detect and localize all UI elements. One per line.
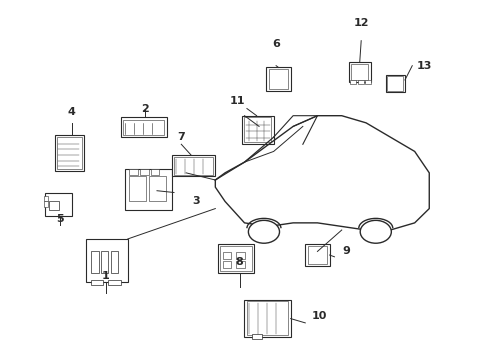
- FancyBboxPatch shape: [129, 169, 138, 175]
- FancyBboxPatch shape: [86, 239, 127, 282]
- FancyBboxPatch shape: [365, 80, 370, 84]
- FancyBboxPatch shape: [217, 244, 254, 273]
- FancyBboxPatch shape: [101, 251, 108, 273]
- FancyBboxPatch shape: [171, 155, 215, 176]
- Text: 7: 7: [177, 132, 185, 142]
- FancyBboxPatch shape: [120, 117, 166, 137]
- Text: 11: 11: [229, 96, 244, 107]
- FancyBboxPatch shape: [129, 176, 146, 202]
- FancyBboxPatch shape: [122, 120, 164, 135]
- FancyBboxPatch shape: [44, 196, 48, 202]
- FancyBboxPatch shape: [91, 280, 103, 285]
- FancyBboxPatch shape: [246, 301, 287, 336]
- FancyBboxPatch shape: [222, 252, 231, 258]
- FancyBboxPatch shape: [111, 251, 118, 273]
- Text: 6: 6: [272, 39, 280, 49]
- Text: 2: 2: [141, 104, 148, 113]
- FancyBboxPatch shape: [251, 334, 261, 339]
- FancyBboxPatch shape: [108, 280, 120, 285]
- FancyBboxPatch shape: [307, 246, 326, 264]
- FancyBboxPatch shape: [268, 69, 287, 89]
- FancyBboxPatch shape: [57, 137, 81, 169]
- FancyBboxPatch shape: [351, 64, 368, 80]
- FancyBboxPatch shape: [357, 80, 363, 84]
- FancyBboxPatch shape: [91, 251, 99, 273]
- FancyBboxPatch shape: [125, 169, 171, 210]
- Text: 3: 3: [192, 197, 199, 206]
- FancyBboxPatch shape: [174, 157, 212, 175]
- FancyBboxPatch shape: [385, 75, 404, 93]
- Text: 8: 8: [235, 257, 243, 267]
- FancyBboxPatch shape: [242, 116, 273, 144]
- FancyBboxPatch shape: [48, 202, 59, 210]
- FancyBboxPatch shape: [222, 261, 231, 267]
- Circle shape: [248, 220, 279, 243]
- FancyBboxPatch shape: [386, 76, 402, 91]
- FancyBboxPatch shape: [244, 117, 271, 143]
- Text: 9: 9: [342, 247, 350, 256]
- Text: 12: 12: [353, 18, 368, 28]
- Text: 13: 13: [416, 61, 431, 71]
- FancyBboxPatch shape: [55, 135, 84, 171]
- Text: 1: 1: [102, 271, 110, 282]
- Circle shape: [360, 220, 390, 243]
- FancyBboxPatch shape: [244, 300, 290, 337]
- Text: 4: 4: [68, 107, 76, 117]
- FancyBboxPatch shape: [44, 202, 48, 207]
- FancyBboxPatch shape: [348, 62, 370, 82]
- FancyBboxPatch shape: [45, 193, 72, 216]
- FancyBboxPatch shape: [236, 252, 244, 258]
- FancyBboxPatch shape: [236, 261, 244, 267]
- FancyBboxPatch shape: [305, 244, 329, 266]
- FancyBboxPatch shape: [140, 169, 148, 175]
- FancyBboxPatch shape: [266, 67, 290, 91]
- Text: 10: 10: [311, 311, 327, 321]
- FancyBboxPatch shape: [150, 169, 159, 175]
- FancyBboxPatch shape: [148, 176, 165, 202]
- Text: 5: 5: [56, 214, 63, 224]
- FancyBboxPatch shape: [350, 80, 356, 84]
- FancyBboxPatch shape: [220, 246, 251, 271]
